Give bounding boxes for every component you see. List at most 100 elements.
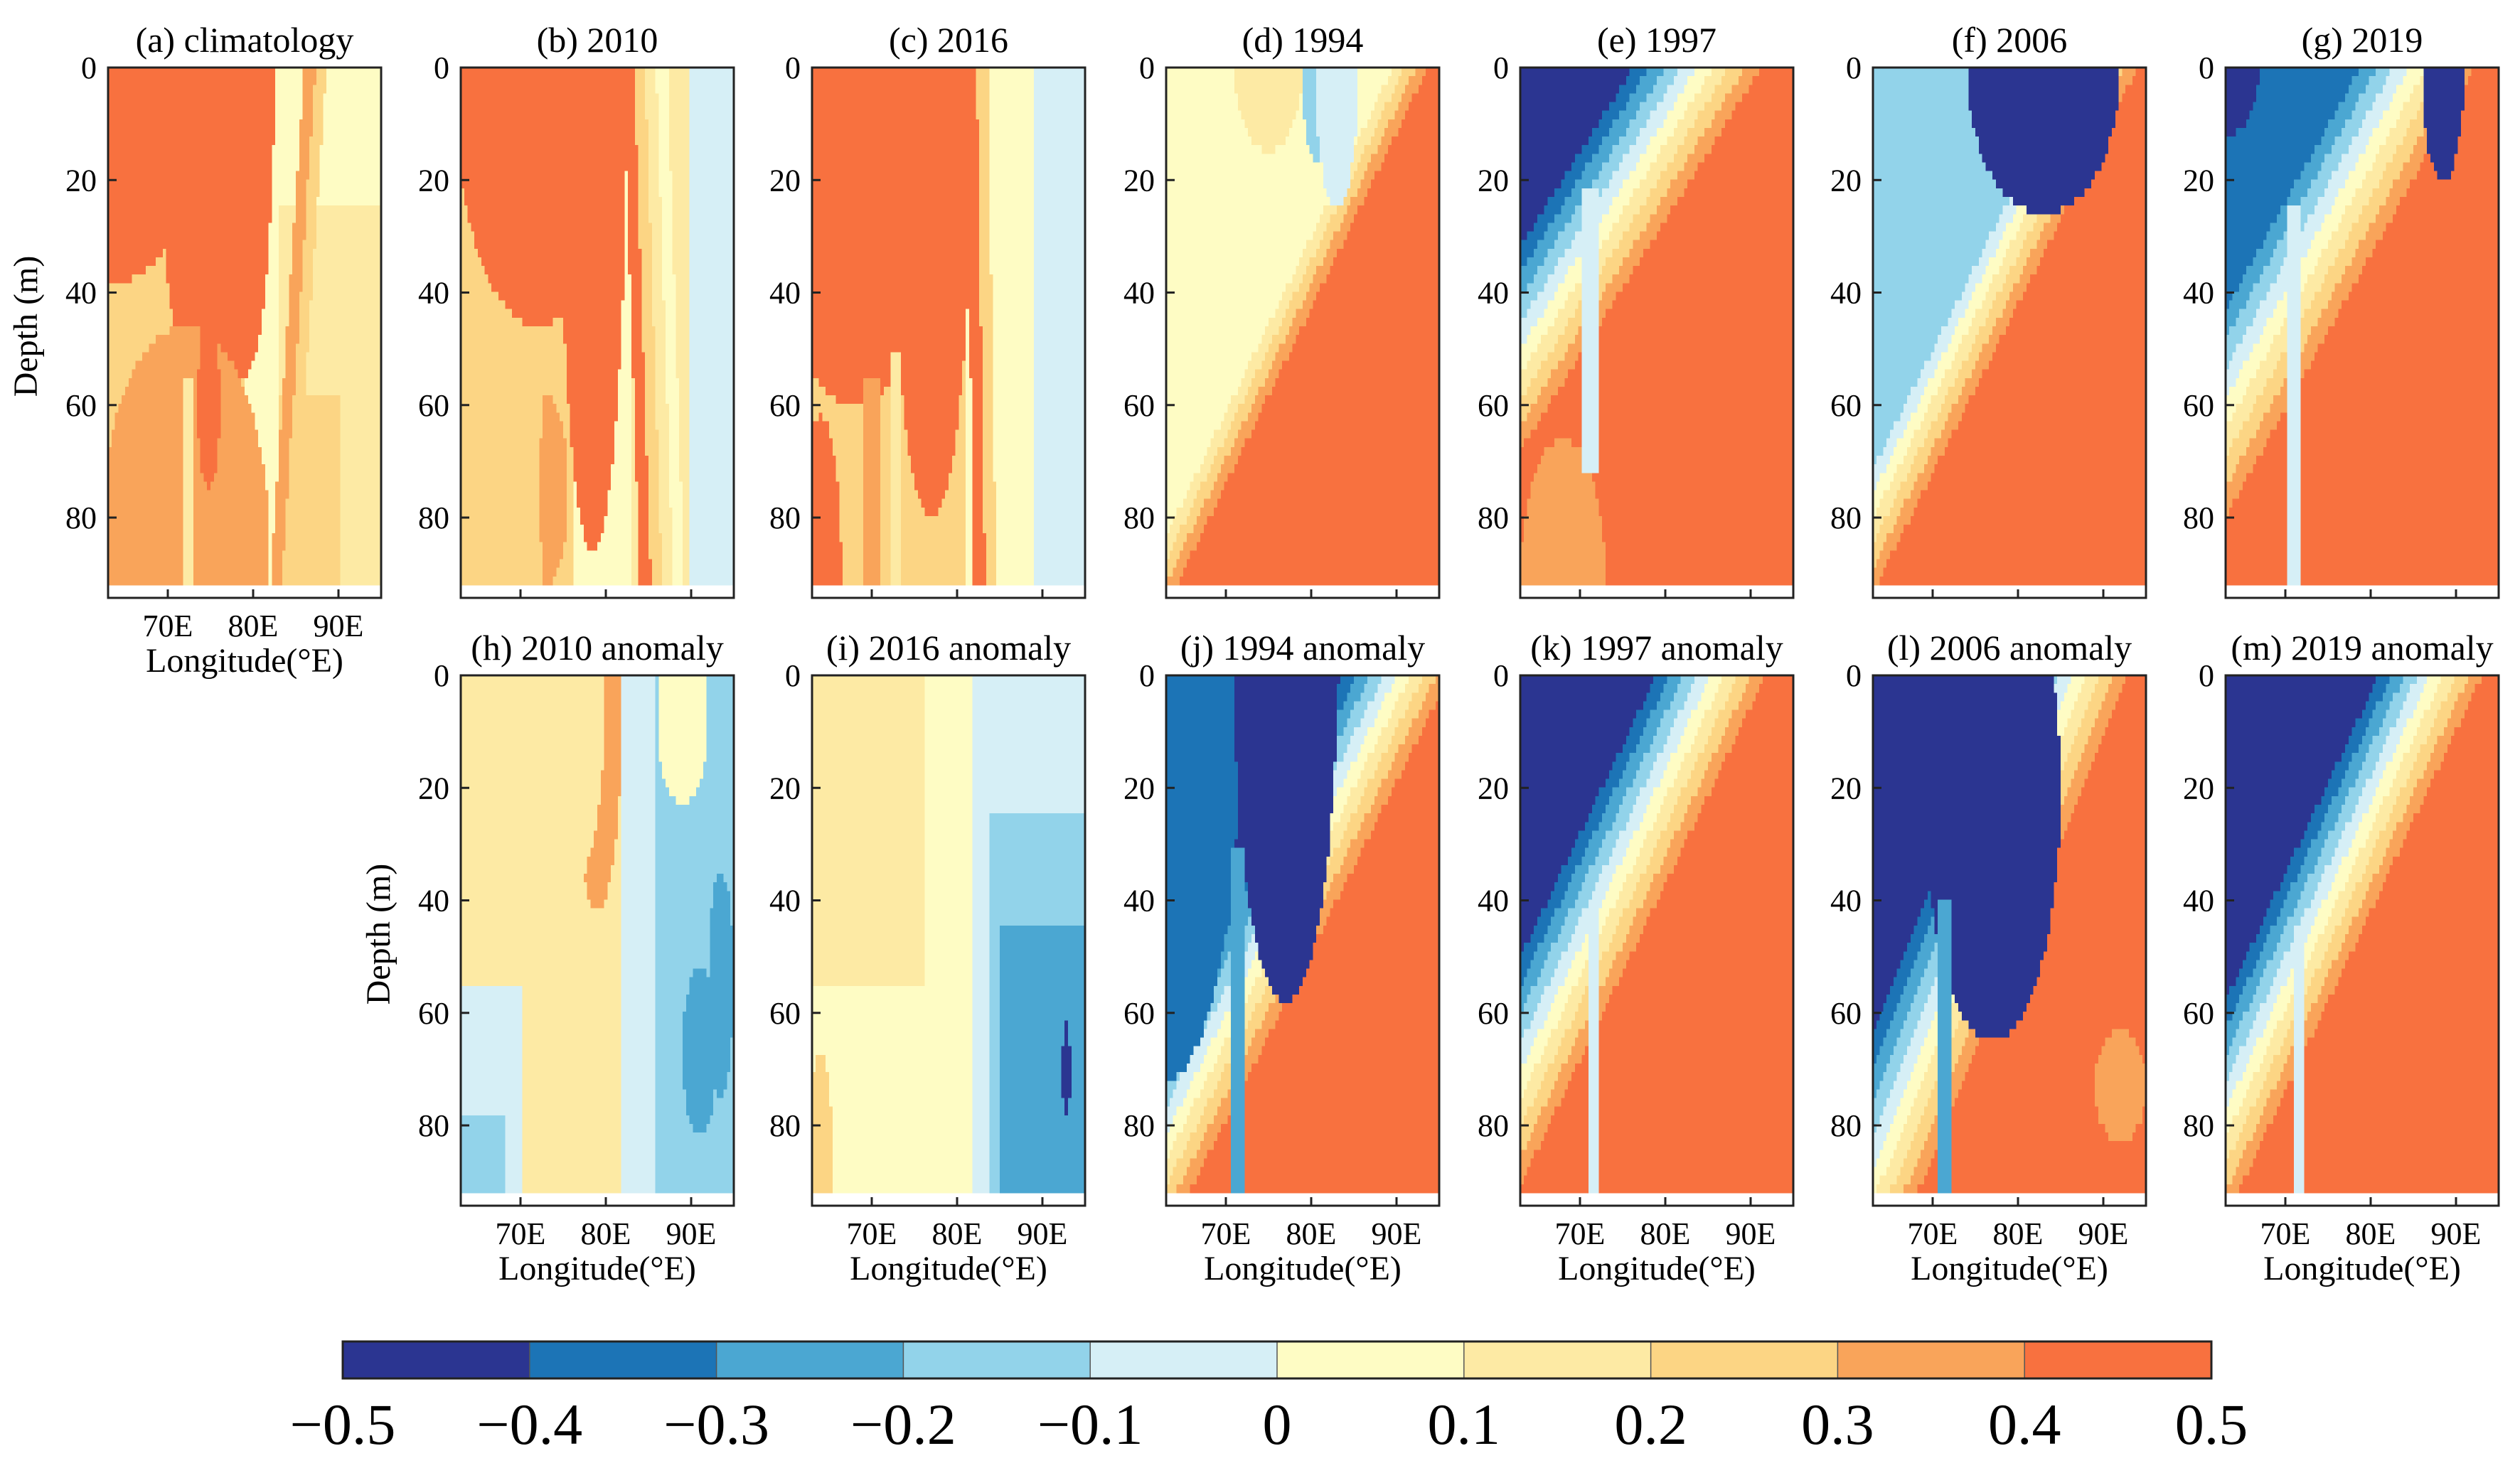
field-cell bbox=[186, 68, 190, 77]
field-cell bbox=[279, 68, 282, 77]
field-cell bbox=[269, 93, 272, 102]
field-cell bbox=[218, 76, 221, 85]
field-cell bbox=[146, 68, 149, 77]
field-cell bbox=[364, 102, 368, 112]
field-cell bbox=[326, 102, 330, 112]
field-cell bbox=[368, 76, 371, 85]
field-cell bbox=[112, 76, 115, 85]
field-cell bbox=[292, 85, 296, 94]
panels: (a) climatology02040608070E 80E 90ELongitu… bbox=[7, 20, 2499, 1287]
field-cell bbox=[303, 68, 306, 77]
field-cell bbox=[193, 111, 197, 120]
field-cell bbox=[228, 102, 231, 112]
field-cell bbox=[224, 119, 228, 129]
field-cell bbox=[289, 68, 292, 77]
field-cell bbox=[258, 85, 262, 94]
field-cell bbox=[132, 111, 136, 120]
field-cell bbox=[149, 111, 153, 120]
figure: (a) climatology02040608070E 80E 90ELongitu… bbox=[0, 0, 2520, 1473]
field-cell bbox=[361, 111, 364, 120]
field-cell bbox=[163, 111, 166, 120]
field-cell bbox=[364, 93, 368, 102]
field-cell bbox=[337, 85, 341, 94]
field-cell bbox=[129, 85, 132, 94]
field-cell bbox=[374, 93, 378, 102]
field-cell bbox=[149, 102, 153, 112]
field-cell bbox=[118, 93, 122, 102]
field-cell bbox=[262, 111, 265, 120]
field-cell bbox=[313, 102, 316, 112]
field-cell bbox=[210, 102, 214, 112]
field-cell bbox=[166, 119, 170, 129]
field-cell bbox=[333, 102, 337, 112]
field-cell bbox=[306, 68, 309, 77]
field-cell bbox=[135, 68, 139, 77]
field-cell bbox=[122, 85, 125, 94]
field-cell bbox=[323, 85, 326, 94]
field-cell bbox=[193, 85, 197, 94]
field-cell bbox=[231, 68, 235, 77]
field-cell bbox=[224, 93, 228, 102]
field-cell bbox=[326, 76, 330, 85]
field-cell bbox=[255, 102, 258, 112]
field-cell bbox=[180, 76, 183, 85]
field-cell bbox=[265, 68, 269, 77]
field-cell bbox=[231, 76, 235, 85]
field-cell bbox=[173, 102, 176, 112]
field-cell bbox=[245, 102, 248, 112]
field-cell bbox=[169, 85, 173, 94]
field-cell bbox=[265, 93, 269, 102]
field-cell bbox=[139, 76, 142, 85]
field-cell bbox=[269, 111, 272, 120]
field-cell bbox=[326, 68, 330, 77]
field-cell bbox=[289, 102, 292, 112]
field-cell bbox=[149, 85, 153, 94]
field-cell bbox=[299, 102, 303, 112]
field-cell bbox=[306, 111, 309, 120]
field-cell bbox=[306, 93, 309, 102]
field-cell bbox=[224, 85, 228, 94]
field-cell bbox=[316, 111, 320, 120]
field-cell bbox=[258, 102, 262, 112]
field-cell bbox=[183, 68, 187, 77]
field-cell bbox=[166, 111, 170, 120]
field-cell bbox=[361, 76, 364, 85]
field-cell bbox=[118, 111, 122, 120]
field-cell bbox=[228, 76, 231, 85]
field-cell bbox=[218, 102, 221, 112]
field-cell bbox=[186, 85, 190, 94]
field-cell bbox=[201, 119, 204, 129]
field-cell bbox=[286, 102, 289, 112]
field-cell bbox=[282, 76, 286, 85]
field-cell bbox=[231, 93, 235, 102]
field-cell bbox=[193, 76, 197, 85]
field-cell bbox=[279, 102, 282, 112]
field-cell bbox=[156, 85, 159, 94]
field-cell bbox=[166, 85, 170, 94]
field-cell bbox=[201, 93, 204, 102]
field-cell bbox=[255, 68, 258, 77]
field-cell bbox=[132, 85, 136, 94]
field-cell bbox=[371, 102, 375, 112]
field-cell bbox=[374, 85, 378, 94]
field-cell bbox=[176, 119, 180, 129]
field-cell bbox=[279, 76, 282, 85]
field-cell bbox=[207, 85, 210, 94]
field-cell bbox=[245, 76, 248, 85]
field-cell bbox=[245, 85, 248, 94]
field-cell bbox=[125, 111, 129, 120]
field-cell bbox=[351, 76, 354, 85]
field-cell bbox=[347, 76, 351, 85]
field-cell bbox=[146, 119, 149, 129]
field-cell bbox=[180, 119, 183, 129]
field-cell bbox=[115, 93, 119, 102]
field-cell bbox=[265, 76, 269, 85]
field-cell bbox=[361, 68, 364, 77]
field-cell bbox=[347, 85, 351, 94]
field-cell bbox=[235, 93, 238, 102]
field-cell bbox=[340, 111, 343, 120]
field-cell bbox=[142, 76, 146, 85]
field-cell bbox=[129, 111, 132, 120]
field-cell bbox=[340, 68, 343, 77]
field-cell bbox=[237, 93, 241, 102]
